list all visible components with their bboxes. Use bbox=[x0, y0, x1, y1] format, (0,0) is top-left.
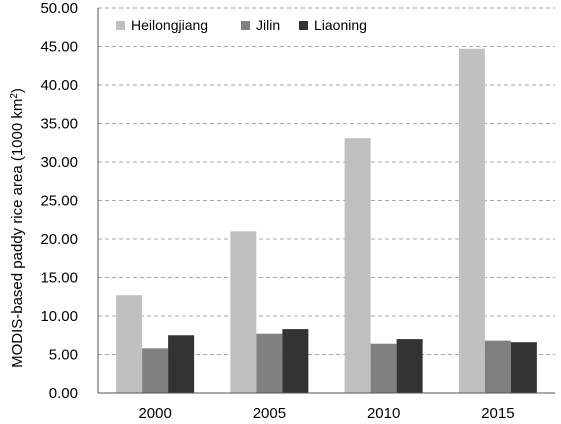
y-tick-label: 45.00 bbox=[40, 39, 78, 56]
bar-liaoning-2000 bbox=[168, 335, 195, 393]
x-tick-labels: 2000 2005 2010 2015 bbox=[138, 405, 514, 422]
y-axis-title: MODIS-based paddy rice area (1000 km2) bbox=[9, 88, 27, 368]
legend-swatch bbox=[116, 21, 125, 30]
legend-label: Jilin bbox=[256, 17, 280, 33]
bar-liaoning-2015 bbox=[510, 342, 537, 393]
bar-heilongjiang-2005 bbox=[230, 231, 257, 393]
bar-jilin-2005 bbox=[256, 333, 283, 393]
bar-jilin-2010 bbox=[370, 343, 397, 393]
y-axis-title-end: ) bbox=[9, 88, 26, 93]
legend-swatch bbox=[299, 21, 308, 30]
y-tick-label: 35.00 bbox=[40, 116, 78, 133]
grid-lines bbox=[98, 7, 555, 355]
x-tick-label: 2010 bbox=[367, 405, 400, 422]
legend-swatch bbox=[241, 21, 250, 30]
x-tick-label: 2000 bbox=[138, 405, 171, 422]
bar-liaoning-2005 bbox=[282, 329, 309, 393]
y-tick-label: 50.00 bbox=[40, 0, 78, 17]
y-tick-label: 25.00 bbox=[40, 193, 78, 210]
y-tick-label: 40.00 bbox=[40, 77, 78, 94]
y-tick-label: 5.00 bbox=[49, 347, 78, 364]
y-tick-labels: 0.00 5.00 10.00 15.00 20.00 25.00 30.00 35.00 40… bbox=[40, 0, 78, 402]
legend-label: Heilongjiang bbox=[131, 17, 208, 33]
bar-liaoning-2010 bbox=[396, 339, 423, 393]
x-tick-label: 2005 bbox=[253, 405, 286, 422]
y-tick-label: 20.00 bbox=[40, 231, 78, 248]
y-axis-title-main: MODIS-based paddy rice area (1000 km bbox=[9, 99, 26, 368]
bar-heilongjiang-2010 bbox=[344, 138, 371, 393]
bar-heilongjiang-2015 bbox=[458, 48, 485, 394]
bar-heilongjiang-2000 bbox=[116, 295, 143, 393]
y-tick-label: 10.00 bbox=[40, 308, 78, 325]
y-axis-title-superscript: 2 bbox=[9, 93, 20, 99]
x-tick-label: 2015 bbox=[481, 405, 514, 422]
y-tick-label: 0.00 bbox=[49, 385, 78, 402]
y-tick-label: 30.00 bbox=[40, 154, 78, 171]
bars bbox=[116, 48, 537, 394]
axes bbox=[97, 8, 555, 394]
legend: Heilongjiang Jilin Liaoning bbox=[116, 17, 367, 33]
bar-jilin-2000 bbox=[142, 348, 169, 393]
legend-label: Liaoning bbox=[314, 17, 367, 33]
bar-jilin-2015 bbox=[484, 340, 511, 393]
y-tick-label: 15.00 bbox=[40, 270, 78, 287]
